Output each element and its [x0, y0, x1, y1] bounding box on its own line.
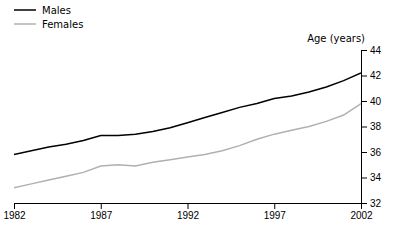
y-axis-line [362, 51, 368, 204]
y-axis: 32 34 36 38 40 42 44 [361, 45, 382, 209]
y-tick-label: 36 [370, 147, 382, 158]
y-tick-mark [361, 50, 367, 51]
legend-item: Females [14, 19, 83, 30]
x-tick-mark [274, 203, 275, 209]
lines [14, 73, 361, 188]
legend: Males Females [14, 5, 83, 30]
legend-swatch [14, 23, 36, 25]
plot: 1982 1987 1992 1997 200232 34 36 38 40 42 44 [3, 45, 381, 221]
x-tick-label: 1997 [264, 210, 287, 221]
y-tick-mark [361, 178, 367, 179]
x-tick-label: 1982 [3, 210, 26, 221]
y-axis-label: Age (years) [307, 33, 365, 44]
y-tick-label: 42 [370, 70, 382, 81]
line [14, 73, 361, 155]
x-tick-label: 2002 [350, 210, 373, 221]
x-tick-mark [14, 203, 15, 209]
y-tick-label: 32 [370, 198, 382, 209]
y-tick: 38 [361, 121, 382, 132]
y-tick-mark [361, 76, 367, 77]
y-tick-mark [361, 101, 367, 102]
y-tick: 40 [361, 96, 382, 107]
y-tick-label: 38 [370, 121, 382, 132]
chart: 1982 1987 1992 1997 200232 34 36 38 40 42 44 Age (y… [0, 0, 397, 227]
y-tick-mark [361, 152, 367, 153]
y-tick: 44 [361, 45, 382, 56]
x-tick-mark [101, 203, 102, 209]
y-tick: 34 [361, 172, 382, 183]
x-tick-mark [188, 203, 189, 209]
y-tick: 36 [361, 147, 382, 158]
y-tick-mark [361, 203, 367, 204]
x-tick: 1982 [3, 203, 26, 221]
x-tick: 1992 [177, 203, 200, 221]
legend-label: Males [42, 5, 71, 16]
legend-swatch [14, 9, 36, 11]
x-axis: 1982 1987 1992 1997 2002 [3, 203, 373, 221]
y-tick-label: 40 [370, 96, 382, 107]
y-tick-label: 44 [370, 45, 382, 56]
x-tick-label: 1992 [177, 210, 200, 221]
x-tick: 1997 [264, 203, 287, 221]
line [14, 104, 361, 188]
x-tick: 1987 [90, 203, 113, 221]
y-tick-label: 34 [370, 172, 382, 183]
x-tick-label: 1987 [90, 210, 113, 221]
x-axis-line [15, 204, 362, 210]
legend-label: Females [42, 19, 83, 30]
y-tick-mark [361, 127, 367, 128]
y-tick: 32 [361, 198, 382, 209]
legend-item: Males [14, 5, 71, 16]
y-tick: 42 [361, 70, 382, 81]
